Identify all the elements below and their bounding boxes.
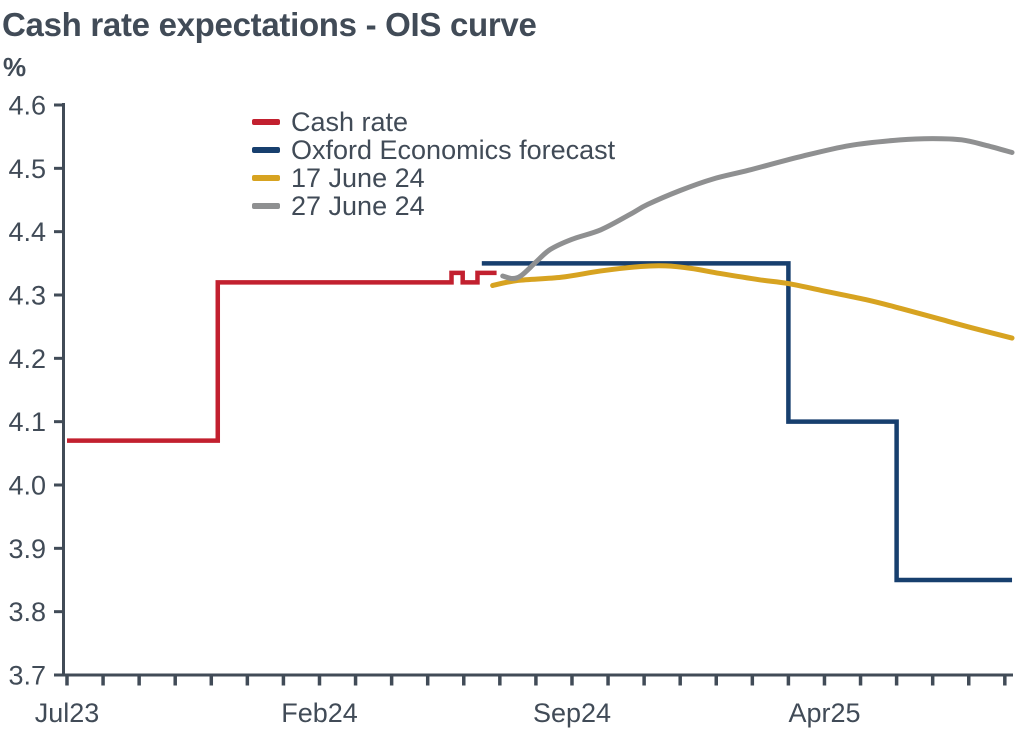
series-line-27-june-24 xyxy=(500,136,1015,282)
chart-title: Cash rate expectations - OIS curve xyxy=(2,6,537,43)
y-tick-label: 4.4 xyxy=(8,217,46,247)
series-line-oxford-economics-forecast xyxy=(481,261,1013,583)
y-axis-unit-label: % xyxy=(3,52,27,82)
series-line-17-june-24 xyxy=(490,263,1015,341)
legend-swatch-cash-rate xyxy=(252,119,280,125)
legend-item-cash-rate: Cash rate xyxy=(252,108,615,136)
y-tick-label: 3.9 xyxy=(8,534,46,564)
legend-item-27-june-24: 27 June 24 xyxy=(252,192,615,220)
y-tick-label: 3.8 xyxy=(8,597,46,627)
y-tick-label: 4.5 xyxy=(8,154,46,184)
y-tick-label: 4.1 xyxy=(8,407,46,437)
y-tick-label: 4.0 xyxy=(8,471,46,501)
y-tick-label: 4.3 xyxy=(8,281,46,311)
legend-swatch-17-june-24 xyxy=(252,175,280,181)
y-tick-label: 4.2 xyxy=(8,344,46,374)
x-tick-label: Feb24 xyxy=(281,698,358,728)
x-tick-label: Apr25 xyxy=(788,698,860,728)
x-tick-label: Sep24 xyxy=(533,698,611,728)
x-tick-label: Jul23 xyxy=(35,698,100,728)
legend-label: 17 June 24 xyxy=(291,163,425,193)
legend-item-oxford-economics-forecast: Oxford Economics forecast xyxy=(252,136,615,164)
legend: Cash rate Oxford Economics forecast 17 Jun… xyxy=(252,108,615,220)
legend-label: 27 June 24 xyxy=(291,191,425,221)
y-tick-label: 4.6 xyxy=(8,91,46,121)
legend-label: Cash rate xyxy=(291,107,409,137)
y-tick-label: 3.7 xyxy=(8,661,46,691)
series-line-cash-rate xyxy=(67,270,497,443)
legend-swatch-oxford-economics-forecast xyxy=(252,147,280,153)
legend-swatch-27-june-24 xyxy=(252,203,280,209)
legend-item-17-june-24: 17 June 24 xyxy=(252,164,615,192)
legend-label: Oxford Economics forecast xyxy=(291,135,616,165)
